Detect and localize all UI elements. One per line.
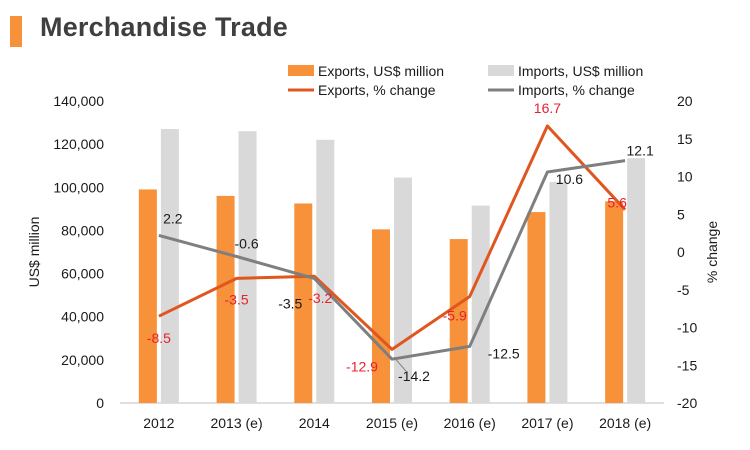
y-tick-label: 60,000 — [61, 266, 104, 282]
x-tick-label: 2013 (e) — [210, 415, 262, 431]
x-tick-label: 2012 — [143, 415, 174, 431]
bar-exports — [372, 229, 390, 403]
imports-change-label: 12.1 — [627, 143, 654, 159]
legend-label: Imports, % change — [518, 82, 635, 98]
legend-label: Exports, US$ million — [318, 63, 444, 79]
legend-swatch — [288, 65, 314, 76]
imports-change-label: -3.5 — [278, 295, 302, 311]
imports-change-label: -14.2 — [398, 368, 430, 384]
bar-exports — [449, 239, 468, 403]
title-accent-bar — [10, 16, 22, 47]
bar-imports — [471, 205, 490, 403]
y2-tick-label: -5 — [677, 282, 690, 298]
bar-exports — [527, 212, 546, 403]
y-tick-label: 0 — [96, 395, 104, 411]
exports-change-line — [158, 124, 627, 351]
page-title: Merchandise Trade — [40, 12, 288, 42]
imports-change-line — [158, 159, 626, 361]
y-tick-label: 80,000 — [61, 222, 104, 238]
exports-change-label: -8.5 — [147, 330, 171, 346]
exports-change-label: 5.6 — [607, 195, 627, 211]
bar-imports — [627, 158, 646, 403]
x-tick-label: 2014 — [299, 415, 330, 431]
exports-change-label: -5.9 — [443, 308, 467, 324]
bar-exports — [138, 189, 157, 403]
legend-label: Exports, % change — [318, 82, 436, 98]
imports-change-label: -12.5 — [488, 345, 520, 361]
label-leader-line — [393, 356, 407, 372]
x-tick-label: 2017 (e) — [521, 415, 573, 431]
exports-change-label: -3.2 — [308, 290, 332, 306]
y2-tick-label: 20 — [677, 93, 693, 109]
imports-change-label: -0.6 — [235, 236, 259, 252]
imports-change-label: 10.6 — [556, 171, 583, 187]
bar-imports — [316, 139, 335, 404]
y2-tick-label: -15 — [677, 357, 697, 373]
bar-exports — [605, 201, 624, 403]
y-tick-label: 40,000 — [61, 309, 104, 325]
y-tick-label: 120,000 — [53, 136, 104, 152]
x-tick-label: 2016 (e) — [444, 415, 496, 431]
y2-tick-label: 15 — [677, 131, 693, 147]
y2-tick-label: 0 — [677, 244, 685, 260]
x-tick-label: 2018 (e) — [599, 415, 651, 431]
bar-imports — [160, 129, 179, 404]
exports-change-label: -3.5 — [225, 291, 249, 307]
legend-label: Imports, US$ million — [518, 63, 643, 79]
y-tick-label: 20,000 — [61, 352, 104, 368]
y-tick-label: 140,000 — [53, 93, 104, 109]
y-axis-title: US$ million — [26, 217, 42, 288]
exports-change-label: 16.7 — [534, 100, 561, 116]
bar-imports — [238, 131, 257, 403]
imports-change-label: 2.2 — [163, 210, 183, 226]
legend-swatch — [488, 65, 514, 76]
y2-tick-label: -20 — [677, 395, 697, 411]
y2-tick-label: -10 — [677, 320, 697, 336]
bar-exports — [216, 195, 235, 403]
y2-tick-label: 10 — [677, 169, 693, 185]
y2-tick-label: 5 — [677, 206, 685, 222]
y2-axis-title: % change — [704, 221, 720, 283]
x-tick-label: 2015 (e) — [366, 415, 418, 431]
bar-imports — [549, 181, 568, 403]
bar-exports — [294, 203, 313, 403]
y-tick-label: 100,000 — [53, 179, 104, 195]
exports-change-label: -12.9 — [346, 358, 378, 374]
